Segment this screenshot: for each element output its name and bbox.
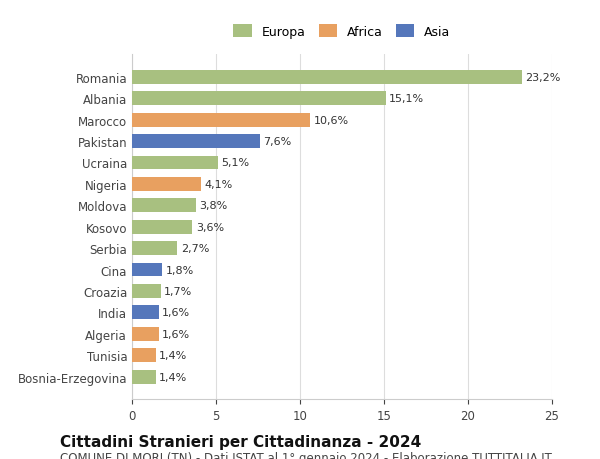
Text: 5,1%: 5,1% [221,158,249,168]
Bar [132,71,522,84]
Bar [132,327,159,341]
Bar [132,348,155,362]
Text: 1,4%: 1,4% [159,350,187,360]
Text: COMUNE DI MORI (TN) - Dati ISTAT al 1° gennaio 2024 - Elaborazione TUTTITALIA.IT: COMUNE DI MORI (TN) - Dati ISTAT al 1° g… [60,451,552,459]
Bar [132,263,162,277]
Text: Cittadini Stranieri per Cittadinanza - 2024: Cittadini Stranieri per Cittadinanza - 2… [60,434,421,449]
Bar [132,92,386,106]
Bar [132,199,196,213]
Text: 2,7%: 2,7% [181,244,209,253]
Bar [132,370,155,384]
Bar [132,220,193,234]
Text: 15,1%: 15,1% [389,94,424,104]
Text: 1,8%: 1,8% [166,265,194,275]
Text: 4,1%: 4,1% [204,179,232,190]
Text: 1,4%: 1,4% [159,372,187,382]
Text: 23,2%: 23,2% [525,73,560,83]
Text: 3,8%: 3,8% [199,201,227,211]
Text: 7,6%: 7,6% [263,137,291,147]
Bar [132,113,310,127]
Legend: Europa, Africa, Asia: Europa, Africa, Asia [229,20,455,44]
Text: 1,7%: 1,7% [164,286,192,296]
Bar [132,135,260,149]
Bar [132,178,201,191]
Bar [132,306,159,319]
Text: 10,6%: 10,6% [313,115,349,125]
Bar [132,284,161,298]
Text: 3,6%: 3,6% [196,222,224,232]
Bar [132,241,178,256]
Bar [132,156,218,170]
Text: 1,6%: 1,6% [162,308,190,318]
Text: 1,6%: 1,6% [162,329,190,339]
